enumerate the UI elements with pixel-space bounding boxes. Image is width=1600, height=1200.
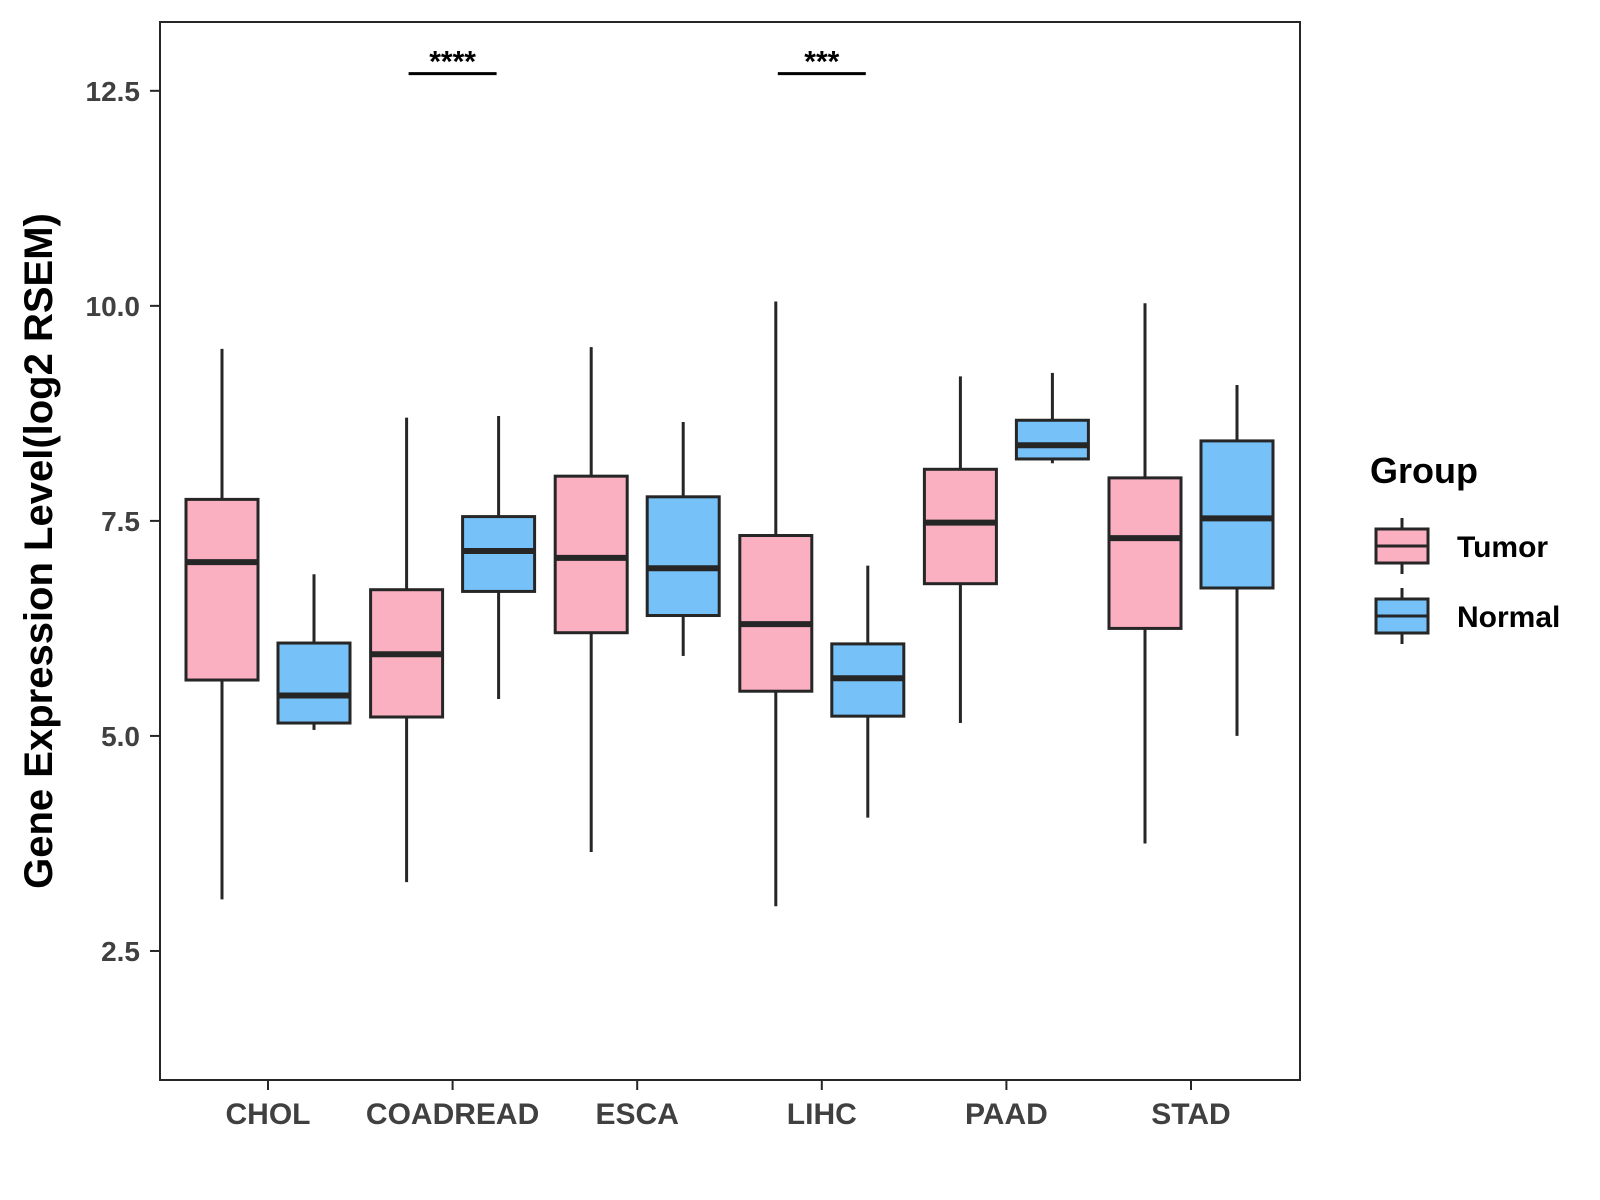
y-tick-label: 12.5 bbox=[86, 76, 141, 107]
y-tick-label: 5.0 bbox=[101, 721, 140, 752]
x-tick-label: STAD bbox=[1151, 1098, 1230, 1131]
legend-label-normal: Normal bbox=[1457, 601, 1560, 634]
normal-box bbox=[645, 495, 721, 618]
significance-label: *** bbox=[804, 46, 839, 79]
tumor-box bbox=[1107, 476, 1183, 630]
legend-label-tumor: Tumor bbox=[1457, 531, 1548, 564]
y-tick-label: 10.0 bbox=[86, 291, 141, 322]
normal-box bbox=[1199, 439, 1275, 590]
significance-label: **** bbox=[429, 46, 476, 79]
y-tick-label: 7.5 bbox=[101, 506, 140, 537]
x-tick-label: PAAD bbox=[965, 1098, 1048, 1131]
x-tick-label: ESCA bbox=[596, 1098, 679, 1131]
legend-title: Group bbox=[1370, 450, 1478, 491]
x-tick-label: COADREAD bbox=[366, 1098, 539, 1131]
normal-box bbox=[461, 515, 537, 593]
normal-box bbox=[1014, 418, 1090, 461]
tumor-box bbox=[553, 474, 629, 635]
plot-panel-border bbox=[159, 21, 1301, 1081]
tumor-box bbox=[738, 534, 814, 693]
x-tick-label: CHOL bbox=[226, 1098, 311, 1131]
tumor-box bbox=[184, 497, 260, 682]
x-tick-label: LIHC bbox=[787, 1098, 857, 1131]
normal-box bbox=[276, 641, 352, 725]
y-tick-label: 2.5 bbox=[101, 936, 140, 967]
tumor-box bbox=[922, 467, 998, 586]
y-axis-title: Gene Expression Level(log2 RSEM) bbox=[17, 213, 61, 889]
